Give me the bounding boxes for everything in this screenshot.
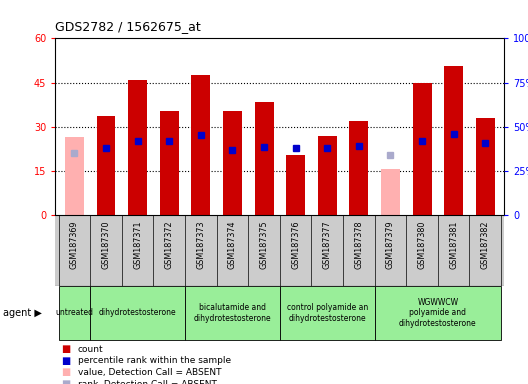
FancyBboxPatch shape — [59, 286, 90, 340]
Bar — [444, 66, 463, 215]
Text: ■: ■ — [61, 367, 70, 377]
Text: WGWWCW
polyamide and
dihydrotestosterone: WGWWCW polyamide and dihydrotestosterone — [399, 298, 477, 328]
Bar — [412, 83, 431, 215]
Text: GSM187379: GSM187379 — [386, 221, 395, 269]
Text: GSM187381: GSM187381 — [449, 221, 458, 269]
Bar — [286, 155, 305, 215]
Text: control polyamide an
dihydrotestosterone: control polyamide an dihydrotestosterone — [287, 303, 368, 323]
Text: GSM187371: GSM187371 — [133, 221, 142, 269]
Text: value, Detection Call = ABSENT: value, Detection Call = ABSENT — [78, 368, 221, 377]
Text: GSM187378: GSM187378 — [354, 221, 363, 269]
Text: GSM187373: GSM187373 — [196, 221, 205, 269]
Text: rank, Detection Call = ABSENT: rank, Detection Call = ABSENT — [78, 379, 216, 384]
Text: GSM187375: GSM187375 — [260, 221, 269, 269]
Text: agent ▶: agent ▶ — [3, 308, 42, 318]
Bar — [97, 116, 116, 215]
Bar — [254, 102, 274, 215]
Text: ■: ■ — [61, 344, 70, 354]
FancyBboxPatch shape — [280, 286, 375, 340]
Text: GSM187369: GSM187369 — [70, 221, 79, 269]
Bar — [223, 111, 242, 215]
Text: untreated: untreated — [55, 308, 93, 318]
Bar — [476, 118, 495, 215]
Text: percentile rank within the sample: percentile rank within the sample — [78, 356, 231, 366]
Bar — [65, 137, 84, 215]
FancyBboxPatch shape — [185, 286, 280, 340]
Text: GDS2782 / 1562675_at: GDS2782 / 1562675_at — [55, 20, 201, 33]
Text: GSM187380: GSM187380 — [418, 221, 427, 269]
Text: GSM187370: GSM187370 — [101, 221, 110, 269]
Bar — [350, 121, 369, 215]
Text: ■: ■ — [61, 379, 70, 384]
FancyBboxPatch shape — [90, 286, 185, 340]
Bar — [381, 169, 400, 215]
Bar — [318, 136, 337, 215]
Text: GSM187372: GSM187372 — [165, 221, 174, 269]
Text: bicalutamide and
dihydrotestosterone: bicalutamide and dihydrotestosterone — [194, 303, 271, 323]
Text: dihydrotestosterone: dihydrotestosterone — [99, 308, 176, 318]
FancyBboxPatch shape — [375, 286, 501, 340]
Text: GSM187377: GSM187377 — [323, 221, 332, 269]
Bar — [128, 79, 147, 215]
Text: GSM187374: GSM187374 — [228, 221, 237, 269]
Bar — [160, 111, 178, 215]
Text: count: count — [78, 345, 103, 354]
Text: GSM187376: GSM187376 — [291, 221, 300, 269]
Bar — [191, 75, 210, 215]
Text: ■: ■ — [61, 356, 70, 366]
Text: GSM187382: GSM187382 — [481, 221, 490, 269]
